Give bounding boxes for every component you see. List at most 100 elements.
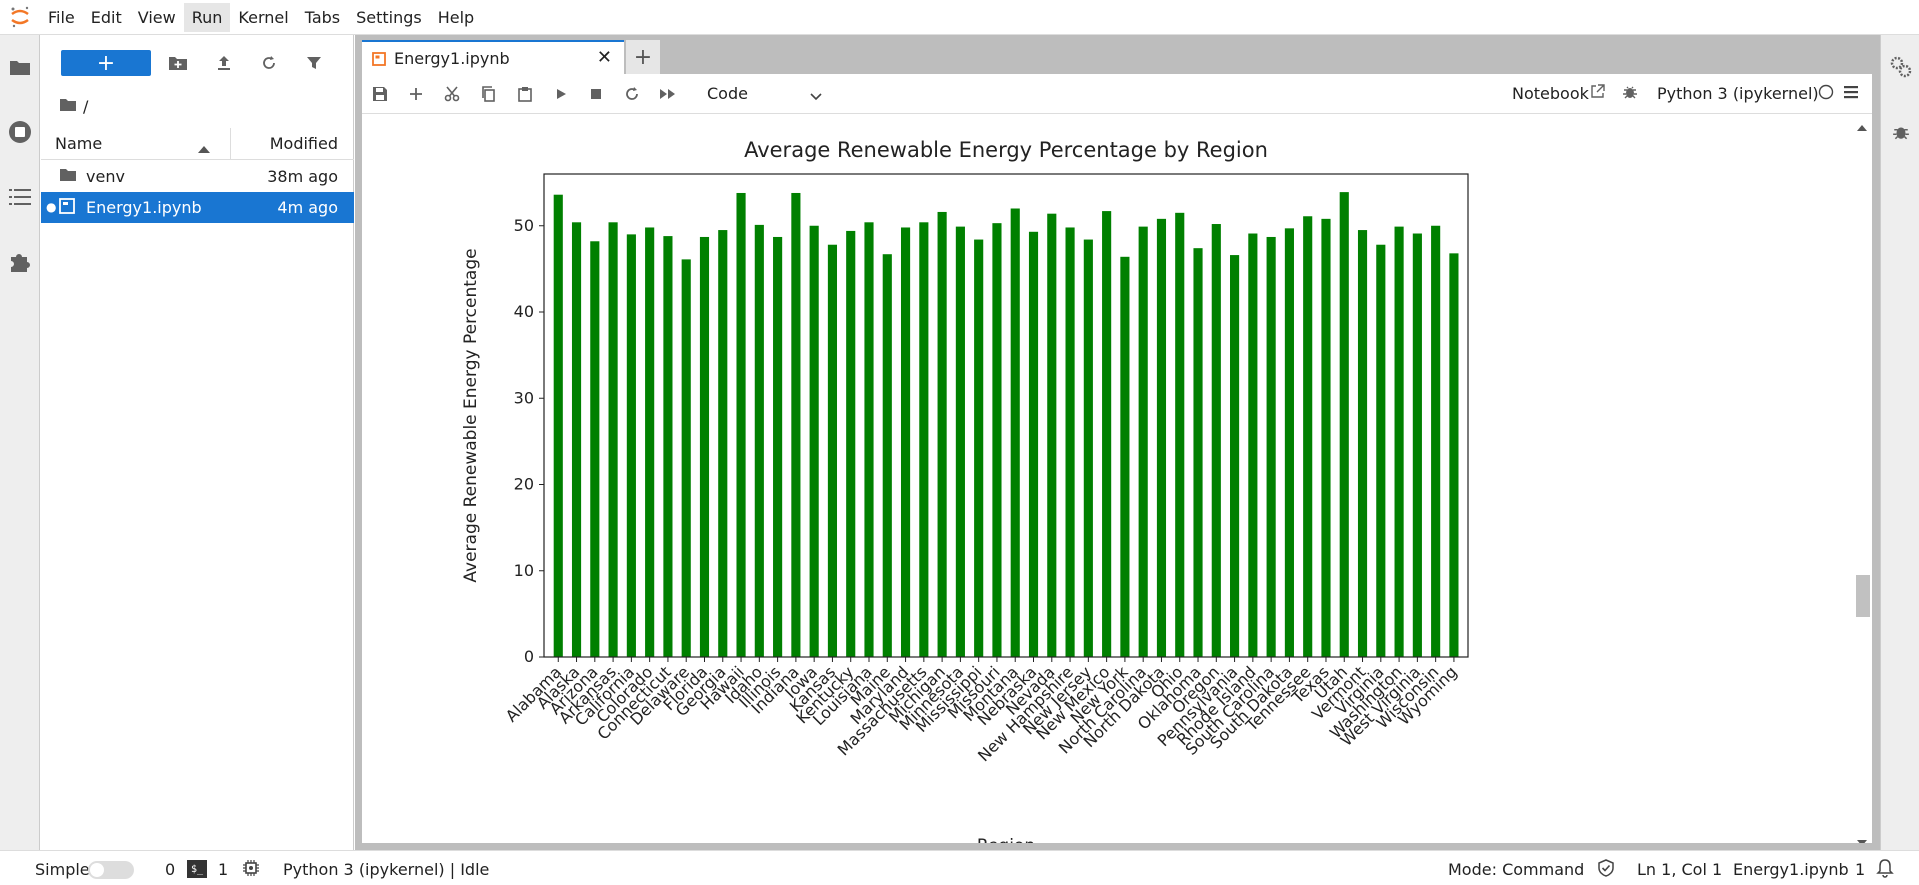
- cell-type-value: Code: [707, 84, 748, 103]
- restart-icon[interactable]: [619, 81, 645, 107]
- bar-wyoming: [1449, 253, 1459, 657]
- y-tick-label: 40: [514, 302, 534, 321]
- menu-file[interactable]: File: [48, 7, 75, 27]
- menu-edit[interactable]: Edit: [90, 7, 122, 27]
- file-modified: 38m ago: [267, 167, 338, 186]
- notebook-tab-icon: [372, 51, 386, 70]
- notebook-label[interactable]: Notebook: [1512, 84, 1589, 103]
- mode-status[interactable]: Mode: Command: [1448, 860, 1585, 879]
- running-sessions-icon[interactable]: [0, 112, 40, 152]
- bar-california: [626, 234, 636, 657]
- bar-illinois: [773, 236, 783, 657]
- breadcrumb: /: [59, 97, 88, 116]
- cut-icon[interactable]: [439, 81, 465, 107]
- refresh-icon[interactable]: [256, 50, 282, 76]
- column-divider[interactable]: [230, 128, 231, 160]
- vertical-scrollbar[interactable]: [1850, 115, 1872, 843]
- kernel-name[interactable]: Python 3 (ipykernel): [1657, 84, 1819, 103]
- simple-mode-toggle[interactable]: [88, 861, 134, 879]
- tab-label: Energy1.ipynb: [394, 49, 510, 68]
- bar-ohio: [1175, 212, 1185, 657]
- bar-south-carolina: [1266, 236, 1276, 657]
- new-tab-button[interactable]: +: [626, 40, 660, 74]
- y-tick-label: 10: [514, 561, 534, 580]
- scroll-up-icon[interactable]: [1857, 117, 1867, 136]
- bar-kansas: [827, 244, 838, 657]
- kernel-count[interactable]: 1: [218, 860, 229, 879]
- save-icon[interactable]: [367, 81, 393, 107]
- notification-count[interactable]: 1: [1855, 860, 1866, 879]
- scrollbar-thumb[interactable]: [1856, 575, 1870, 617]
- sort-ascending-icon[interactable]: [198, 138, 210, 157]
- current-file: Energy1.ipynb: [1733, 860, 1849, 879]
- open-indicator-icon: ●: [46, 200, 57, 214]
- bar-new-mexico: [1102, 211, 1112, 657]
- menu-run[interactable]: Run: [183, 2, 231, 32]
- property-inspector-gears-icon[interactable]: [1881, 47, 1919, 87]
- bar-mississippi: [974, 239, 984, 658]
- column-modified-header[interactable]: Modified: [269, 134, 338, 153]
- bar-north-carolina: [1138, 226, 1148, 658]
- bar-connecticut: [663, 236, 673, 657]
- menu-view[interactable]: View: [137, 7, 176, 27]
- new-launcher-button[interactable]: +: [61, 50, 151, 76]
- menu-bar: File Edit View Run Kernel Tabs Settings …: [0, 0, 1919, 35]
- menu-help[interactable]: Help: [437, 7, 475, 27]
- open-external-icon[interactable]: [1590, 84, 1605, 103]
- bar-florida: [699, 236, 710, 657]
- x-axis-label: Region: [977, 836, 1035, 843]
- table-of-contents-icon[interactable]: [0, 177, 40, 217]
- bar-rhode-island: [1248, 233, 1258, 657]
- breadcrumb-folder-icon[interactable]: [59, 97, 77, 116]
- cursor-position[interactable]: Ln 1, Col 1: [1637, 860, 1723, 879]
- terminal-count[interactable]: 0: [165, 860, 176, 879]
- kernel-chip-icon[interactable]: [242, 859, 260, 881]
- restart-run-all-icon[interactable]: [655, 81, 681, 107]
- notebook-content[interactable]: Average Renewable Energy Percentage by R…: [362, 115, 1872, 843]
- column-name-header[interactable]: Name: [55, 134, 103, 153]
- copy-icon[interactable]: [475, 81, 501, 107]
- terminal-icon[interactable]: $_: [187, 860, 207, 878]
- status-bar: Simple 0 $_ 1 Python 3 (ipykernel) | Idl…: [0, 850, 1919, 885]
- bar-utah: [1339, 192, 1349, 658]
- kernel-status-text[interactable]: Python 3 (ipykernel) | Idle: [283, 860, 490, 879]
- bar-oregon: [1211, 224, 1221, 657]
- trusted-shield-icon[interactable]: [1597, 859, 1615, 881]
- new-folder-icon[interactable]: [165, 50, 191, 76]
- folder-icon[interactable]: [0, 47, 40, 87]
- bar-west-virginia: [1412, 233, 1422, 657]
- debugger-bug-icon[interactable]: [1881, 112, 1919, 152]
- menu-hamburger-icon[interactable]: [1844, 84, 1858, 103]
- bar-iowa: [809, 225, 819, 657]
- menu-tabs[interactable]: Tabs: [304, 7, 341, 27]
- debugger-bug-icon[interactable]: [1622, 84, 1638, 104]
- extensions-puzzle-icon[interactable]: [0, 242, 40, 282]
- paste-icon[interactable]: [512, 81, 538, 107]
- tab-energy1[interactable]: Energy1.ipynb ✕: [362, 40, 624, 74]
- bar-texas: [1321, 218, 1331, 657]
- stop-icon[interactable]: [583, 81, 609, 107]
- bar-vermont: [1357, 230, 1368, 657]
- bar-new-jersey: [1083, 239, 1093, 658]
- y-tick-label: 0: [524, 647, 534, 666]
- file-row-venv[interactable]: venv 38m ago: [41, 161, 354, 192]
- cell-type-select[interactable]: Code: [707, 82, 822, 106]
- menu-kernel[interactable]: Kernel: [238, 7, 289, 27]
- upload-icon[interactable]: [211, 50, 237, 76]
- file-browser-panel: + / Name Modified venv 38m ago ●: [41, 35, 354, 850]
- filter-icon[interactable]: [301, 50, 327, 76]
- insert-cell-icon[interactable]: [403, 81, 429, 107]
- bar-idaho: [754, 224, 764, 657]
- breadcrumb-root[interactable]: /: [83, 97, 89, 116]
- bar-indiana: [791, 192, 801, 657]
- bar-minnesota: [955, 226, 965, 658]
- run-icon[interactable]: [548, 81, 574, 107]
- menu-settings[interactable]: Settings: [356, 7, 422, 27]
- scroll-down-icon[interactable]: [1857, 832, 1867, 843]
- notification-bell-icon[interactable]: [1876, 858, 1894, 882]
- file-name: Energy1.ipynb: [86, 198, 202, 217]
- bar-georgia: [718, 230, 728, 657]
- file-row-energy1[interactable]: ● Energy1.ipynb 4m ago: [41, 192, 354, 223]
- close-icon[interactable]: ✕: [596, 47, 612, 68]
- kernel-status-idle-icon: [1818, 84, 1834, 104]
